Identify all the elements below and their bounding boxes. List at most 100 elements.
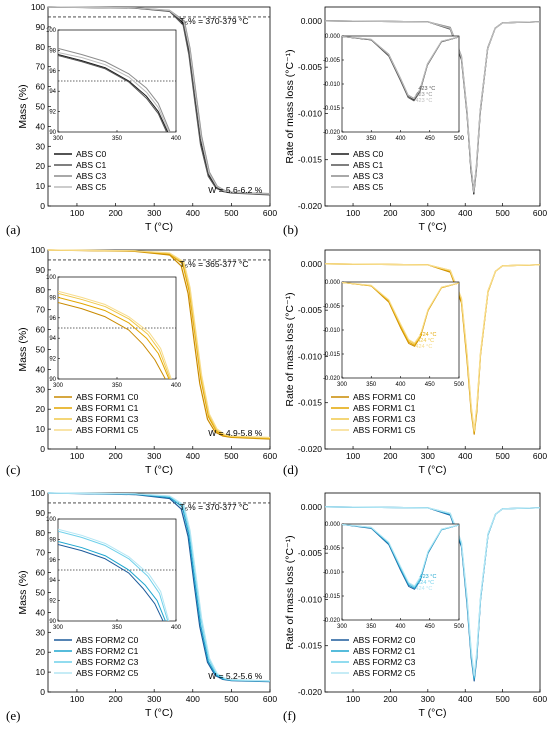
legend-label: ABS C0 bbox=[76, 149, 107, 159]
inset-x-tick-label: 300 bbox=[337, 382, 348, 388]
y-tick-label: 0 bbox=[40, 687, 45, 697]
inset-x-tick-label: 400 bbox=[395, 382, 406, 388]
x-tick-label: 500 bbox=[496, 208, 510, 218]
inset-y-tick-label: -0.010 bbox=[323, 328, 341, 334]
legend-label: ABS C3 bbox=[353, 171, 384, 181]
plot-frame bbox=[324, 249, 541, 450]
y-tick-label: -0.005 bbox=[298, 305, 322, 315]
plot-frame bbox=[324, 6, 541, 207]
series-line bbox=[47, 249, 271, 439]
inset-series-group bbox=[58, 290, 172, 379]
inset-series-line bbox=[58, 290, 172, 379]
y-tick-label: 30 bbox=[36, 141, 46, 151]
inset-y-tick-label: 100 bbox=[46, 517, 57, 523]
inset-peak-label: 424 °C bbox=[417, 580, 434, 586]
inset-y-tick-label: 92 bbox=[49, 599, 56, 605]
y-tick-label: 10 bbox=[36, 424, 46, 434]
inset-frame bbox=[57, 518, 177, 622]
inset-peak-label: 423 °C bbox=[418, 86, 435, 92]
x-tick-label: 400 bbox=[458, 694, 472, 704]
inset-series-line bbox=[58, 528, 170, 621]
inset-x-tick-label: 500 bbox=[454, 382, 465, 388]
y-tick-label: 100 bbox=[31, 2, 45, 12]
panel-label-a: (a) bbox=[6, 222, 21, 237]
inset-peak-label: 424 °C bbox=[420, 332, 437, 338]
inset-series-group bbox=[342, 282, 459, 347]
inset-y-tick-label: 98 bbox=[49, 537, 56, 543]
x-tick-label: 600 bbox=[533, 208, 547, 218]
inset-y-tick-label: -0.020 bbox=[323, 130, 341, 136]
x-tick-label: 500 bbox=[224, 451, 238, 461]
y-tick-label: 30 bbox=[36, 627, 46, 637]
legend-label: ABS FORM2 C1 bbox=[76, 646, 139, 656]
x-axis-label: T (°C) bbox=[145, 707, 173, 719]
x-tick-label: 200 bbox=[108, 208, 122, 218]
inset-frame bbox=[57, 29, 177, 133]
legend-label: ABS FORM2 C3 bbox=[76, 657, 139, 667]
y-tick-label: -0.010 bbox=[298, 108, 322, 118]
y-axis-label: Rate of mass loss (°C⁻¹) bbox=[284, 292, 296, 406]
x-tick-label: 600 bbox=[533, 451, 547, 461]
inset-y-tick-label: 94 bbox=[49, 89, 56, 95]
legend-label: ABS FORM1 C5 bbox=[76, 425, 139, 435]
annotation-label: W = 4.9-5.8 % bbox=[208, 428, 263, 438]
inset-series-group bbox=[342, 36, 459, 102]
y-tick-label: -0.015 bbox=[298, 398, 322, 408]
x-axis-label: T (°C) bbox=[145, 221, 173, 233]
y-tick-label: 0.000 bbox=[301, 259, 323, 269]
inset-y-tick-label: 0.000 bbox=[325, 522, 341, 528]
x-tick-label: 300 bbox=[421, 694, 435, 704]
y-tick-label: 40 bbox=[36, 364, 46, 374]
inset-peak-label: 423 °C bbox=[415, 92, 432, 98]
x-tick-label: 500 bbox=[224, 208, 238, 218]
x-tick-label: 100 bbox=[70, 451, 84, 461]
y-tick-label: -0.015 bbox=[298, 641, 322, 651]
y-tick-label: 10 bbox=[36, 181, 46, 191]
panel-label-c: (c) bbox=[6, 462, 21, 477]
panel-label-d: (d) bbox=[283, 462, 299, 477]
y-tick-label: 40 bbox=[36, 607, 46, 617]
y-tick-label: 90 bbox=[36, 22, 46, 32]
y-tick-label: 100 bbox=[31, 245, 45, 255]
chart-d: 100 200 300 400 500 6000.000-0.005-0.010-0.01… bbox=[284, 249, 547, 476]
x-tick-label: 400 bbox=[458, 208, 472, 218]
inset-y-tick-label: -0.020 bbox=[323, 618, 341, 624]
y-tick-label: -0.020 bbox=[298, 687, 322, 697]
legend-label: ABS C3 bbox=[76, 171, 107, 181]
inset-series-line bbox=[58, 47, 171, 132]
legend-label: ABS FORM2 C5 bbox=[76, 668, 139, 678]
y-axis-label: Mass (%) bbox=[17, 327, 29, 371]
inset-x-tick-label: 400 bbox=[171, 625, 182, 631]
annotation-label: T₅% = 370-377 °C bbox=[180, 502, 249, 512]
x-tick-label: 300 bbox=[421, 208, 435, 218]
inset-y-tick-label: 94 bbox=[49, 578, 56, 584]
inset-y-tick-label: 90 bbox=[49, 130, 56, 136]
inset-series-line bbox=[58, 530, 169, 621]
inset-x-tick-label: 400 bbox=[395, 624, 406, 630]
y-axis-label: Mass (%) bbox=[17, 84, 29, 128]
y-tick-label: -0.005 bbox=[298, 548, 322, 558]
y-tick-label: 90 bbox=[36, 265, 46, 275]
inset-y-tick-label: 100 bbox=[46, 28, 57, 34]
inset-series-line bbox=[58, 540, 166, 621]
series-line bbox=[47, 6, 271, 196]
panel-label-b: (b) bbox=[283, 222, 299, 237]
y-tick-label: 0 bbox=[40, 444, 45, 454]
y-tick-label: -0.020 bbox=[298, 444, 322, 454]
y-tick-label: -0.010 bbox=[298, 594, 322, 604]
inset-y-tick-label: 98 bbox=[49, 295, 56, 301]
inset-c: 300 350 400 90 92 94 96 98 100 bbox=[46, 275, 182, 389]
plot-frame bbox=[324, 492, 541, 693]
inset-y-tick-label: 96 bbox=[49, 69, 56, 75]
inset-y-tick-label: -0.010 bbox=[323, 570, 341, 576]
inset-peak-label: 424 °C bbox=[415, 344, 432, 350]
panel-label-f: (f) bbox=[283, 708, 296, 723]
inset-frame bbox=[341, 281, 460, 379]
inset-x-tick-label: 350 bbox=[366, 624, 377, 630]
legend-label: ABS C0 bbox=[353, 149, 384, 159]
y-tick-label: 0.000 bbox=[301, 502, 323, 512]
inset-series-line bbox=[342, 524, 459, 587]
inset-x-tick-label: 300 bbox=[53, 625, 64, 631]
inset-b: 300 350 400 450 500 0.000 -0.005 -0.010 -0.015 -0… bbox=[323, 34, 465, 142]
